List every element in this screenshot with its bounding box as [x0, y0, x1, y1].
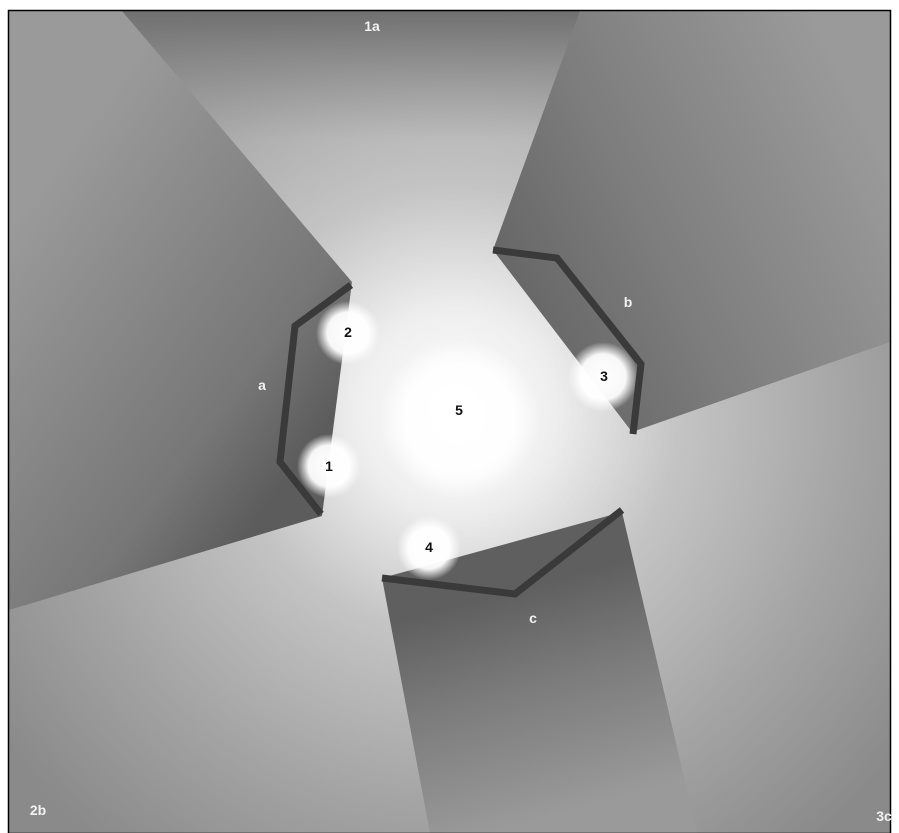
wall-b — [492, 246, 645, 435]
corner-label-bottom-right: 3c — [876, 808, 892, 824]
light-5-glow — [380, 340, 540, 500]
corner-label-top: 1a — [364, 18, 380, 34]
shadow-right — [493, 11, 890, 432]
wall-a — [276, 282, 354, 517]
shadow-left — [9, 11, 352, 610]
light-2-glow — [316, 301, 380, 365]
corner-label-bottom-left: 2b — [30, 802, 46, 818]
light-4-glow — [397, 516, 461, 580]
wall-label-a: a — [258, 377, 266, 393]
light-label-2: 2 — [344, 324, 352, 340]
light-3-glow — [568, 342, 638, 412]
wall-label-b: b — [624, 294, 633, 310]
diagram-border — [7, 9, 892, 833]
light-label-3: 3 — [600, 368, 608, 384]
light-label-5: 5 — [455, 402, 463, 418]
light-label-4: 4 — [425, 539, 433, 555]
wall-label-c: c — [529, 610, 537, 626]
light-label-1: 1 — [325, 458, 333, 474]
wall-c — [381, 507, 625, 598]
light-1-glow — [297, 434, 361, 498]
shadow-bottom — [382, 512, 697, 833]
